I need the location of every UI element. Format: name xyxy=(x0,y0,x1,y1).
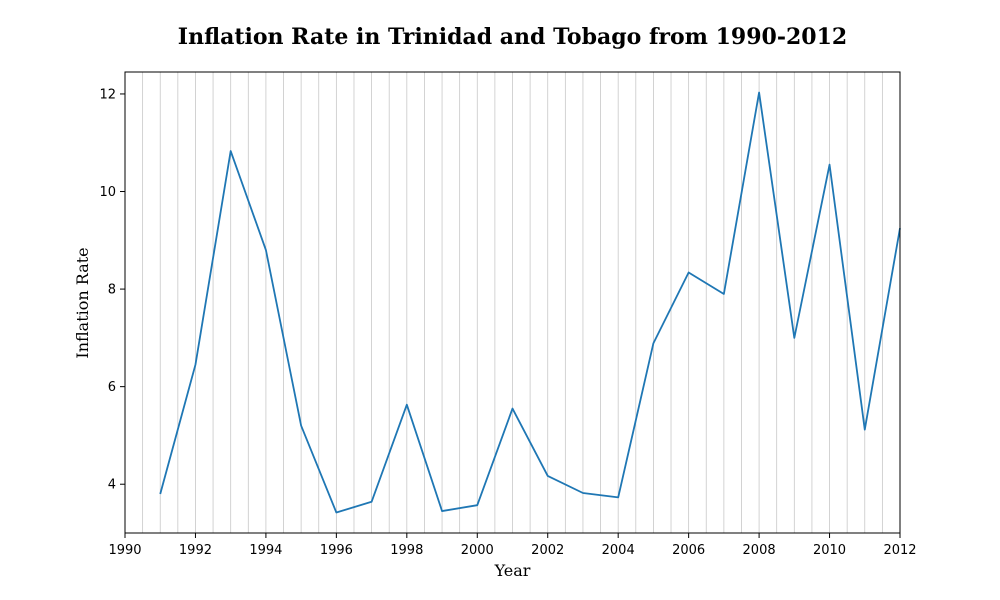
x-tick-label: 1996 xyxy=(320,543,353,558)
y-tick-label: 8 xyxy=(108,283,116,298)
x-tick-label: 2002 xyxy=(531,543,564,558)
chart-title: Inflation Rate in Trinidad and Tobago fr… xyxy=(178,24,847,50)
x-tick-label: 2004 xyxy=(602,543,635,558)
y-tick-label: 6 xyxy=(108,380,116,395)
x-tick-label: 1994 xyxy=(249,543,282,558)
x-tick-label: 1990 xyxy=(108,543,141,558)
x-tick-label: 2000 xyxy=(461,543,494,558)
series-layer xyxy=(159,91,901,514)
x-tick-label: 2006 xyxy=(672,543,705,558)
x-tick-label: 2012 xyxy=(883,543,916,558)
series-line xyxy=(159,91,901,514)
x-tick-label: 2010 xyxy=(813,543,846,558)
x-axis-ticks: 1990 1992 1994 1996 1998 2000 2002 2004 2006 2008… xyxy=(108,533,917,558)
y-tick-label: 10 xyxy=(99,185,116,200)
y-tick-label: 4 xyxy=(108,478,116,493)
plot-frame xyxy=(124,71,901,534)
x-tick-label: 1998 xyxy=(390,543,423,558)
grid-lines xyxy=(142,72,883,533)
y-axis-ticks: 4 6 8 10 12 xyxy=(99,87,125,493)
x-tick-label: 1992 xyxy=(179,543,212,558)
x-axis-label: Year xyxy=(494,561,531,580)
y-axis-label: Inflation Rate xyxy=(73,247,92,358)
x-tick-label: 2008 xyxy=(743,543,776,558)
y-tick-label: 12 xyxy=(99,87,116,102)
